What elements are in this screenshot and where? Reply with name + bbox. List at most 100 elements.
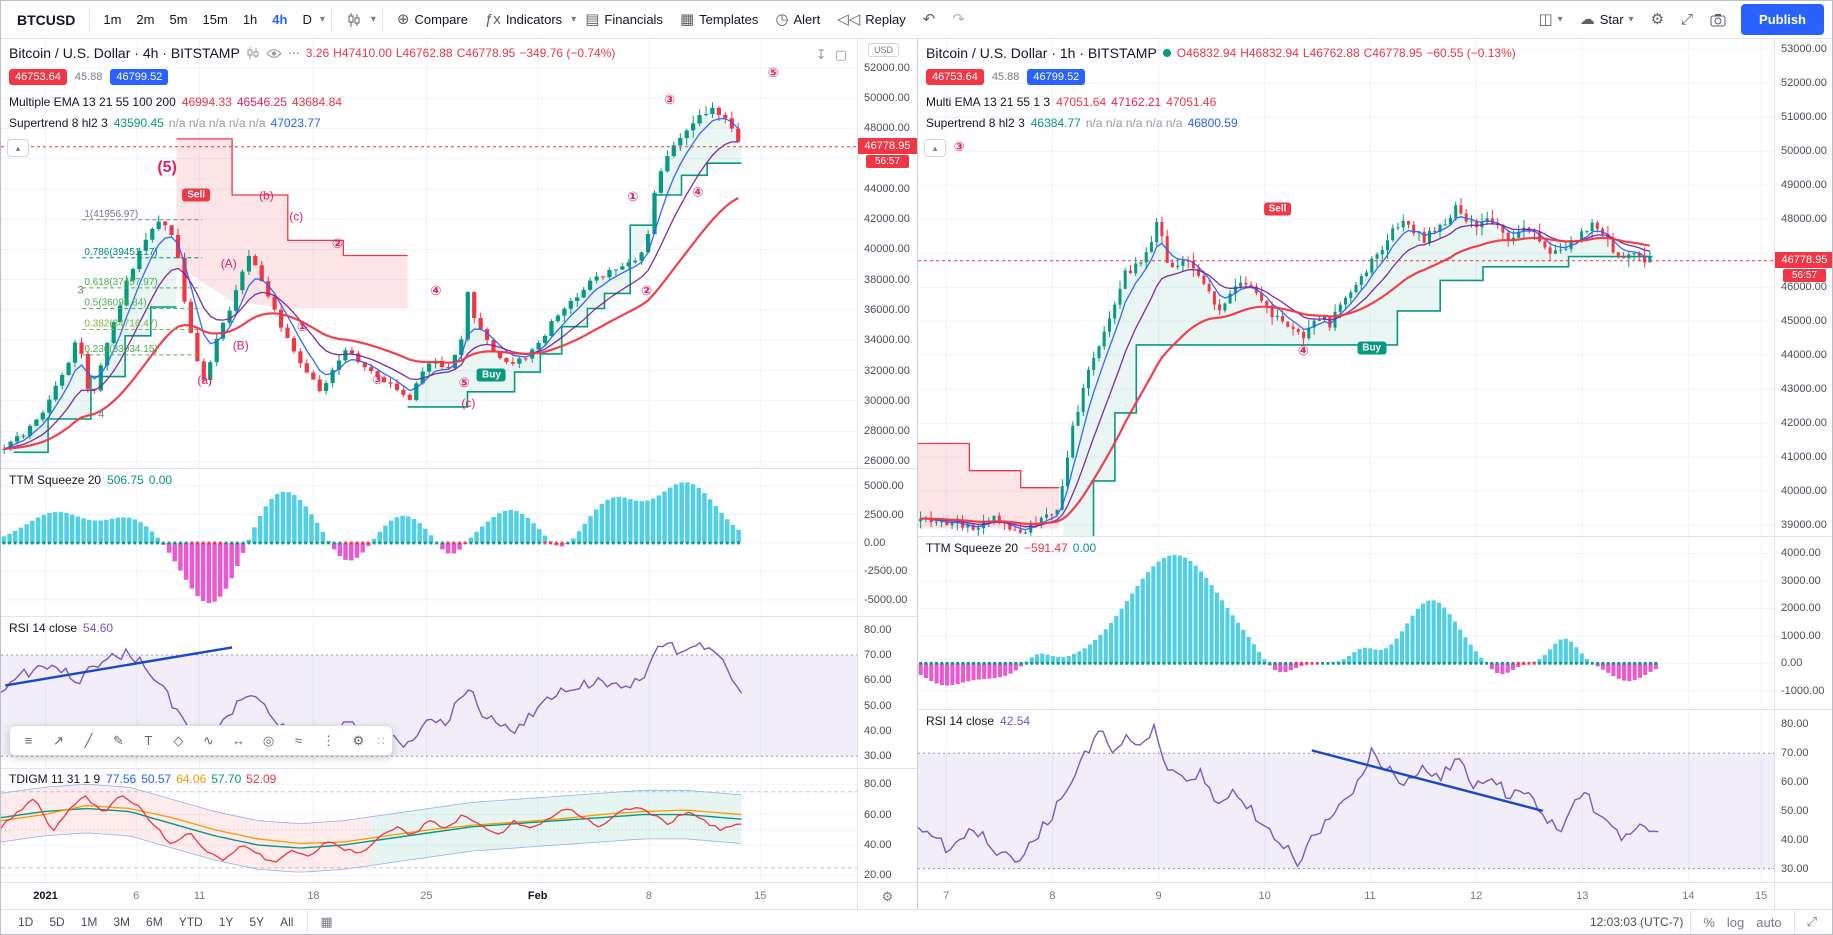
eye-icon[interactable]	[266, 48, 282, 59]
range-1y[interactable]: 1Y	[212, 912, 241, 932]
maximize-pane-icon[interactable]: ▢	[834, 47, 847, 62]
chart-title[interactable]: Bitcoin / U.S. Dollar · 1h · BITSTAMP	[926, 45, 1157, 61]
sell-price-badge[interactable]: 46753.64	[926, 69, 984, 85]
download-pane-icon[interactable]: ↧	[815, 47, 827, 62]
tool-settings-icon[interactable]: ⚙	[344, 728, 373, 753]
wave-tool-icon[interactable]: ≈	[284, 728, 313, 753]
range-5y[interactable]: 5Y	[242, 912, 271, 932]
sell-price-badge[interactable]: 46753.64	[9, 69, 67, 85]
wave-annotation[interactable]: (b)	[259, 189, 274, 203]
wave-annotation[interactable]: ③	[372, 372, 383, 387]
range-5d[interactable]: 5D	[42, 912, 71, 932]
squeeze-scale[interactable]: 5000.00 2500.00 0.00 -2500.00 -5000.00	[857, 469, 917, 616]
mini-candles-icon[interactable]	[246, 47, 260, 59]
squeeze-legend[interactable]: TTM Squeeze 20 −591.47 0.00	[926, 541, 1101, 555]
compare-button[interactable]: ⊕ Compare	[389, 6, 476, 33]
timeframe-1h[interactable]: 1h	[236, 6, 264, 33]
fib-level-label[interactable]: 0.618(37457.97)	[84, 277, 157, 288]
wave-annotation[interactable]: ④	[1298, 343, 1309, 358]
indicator-row-supertrend[interactable]: Supertrend 8 hl2 3 46384.77 n/a n/a n/a n…	[926, 116, 1243, 130]
wave-annotation[interactable]: ①	[297, 319, 308, 334]
clock[interactable]: 12:03:03 (UTC-7)	[1589, 915, 1684, 929]
wave-annotation[interactable]: ③	[954, 139, 965, 154]
timeframe-D[interactable]: D	[295, 6, 318, 33]
chart-type-button[interactable]	[338, 6, 370, 34]
price-scale-4h[interactable]: USD 52000.00 50000.00 48000.00 44000.00 4200…	[857, 39, 917, 468]
rsi-scale[interactable]: 80.00 70.00 60.00 50.00 40.00 30.00	[857, 617, 917, 768]
timeframe-2m[interactable]: 2m	[129, 6, 161, 33]
tdigm-pane-4h[interactable]: TDIGM 11 31 1 9 77.56 50.57 64.06 57.70 52.0…	[1, 769, 917, 883]
timeframe-5m[interactable]: 5m	[162, 6, 194, 33]
wave-annotation[interactable]: (5)	[157, 159, 177, 176]
publish-button[interactable]: Publish	[1741, 4, 1824, 35]
wave-annotation[interactable]: ④	[692, 185, 703, 200]
chevron-down-icon[interactable]: ▾	[370, 14, 376, 25]
ttm-squeeze-chart-1h[interactable]	[918, 537, 1774, 710]
price-scale-1h[interactable]: 53000.00 52000.00 51000.00 50000.00 49000.00…	[1774, 39, 1832, 536]
redo-button[interactable]: ↷	[944, 6, 973, 33]
chevron-down-icon[interactable]: ▾	[571, 14, 577, 25]
fib-level-label[interactable]: 1(41956.97)	[84, 209, 138, 220]
text-tool-icon[interactable]: T	[134, 728, 163, 753]
save-layout-button[interactable]: ☁ Star ▾	[1572, 6, 1642, 33]
fib-retracement-tool-icon[interactable]: ╱	[74, 728, 103, 753]
cursor-tool-icon[interactable]: ≡	[14, 728, 43, 753]
fib-level-label[interactable]: 0.5(36098.84)	[84, 298, 146, 309]
chart-settings-button[interactable]: ⚙	[1643, 6, 1672, 33]
financials-button[interactable]: ▤ Financials	[577, 6, 671, 33]
go-to-date-icon[interactable]: ▦	[320, 914, 333, 929]
tdigm-scale[interactable]: 80.00 60.00 40.00 20.00	[857, 769, 917, 882]
timeframe-15m[interactable]: 15m	[196, 6, 235, 33]
toolbar-drag-handle[interactable]: ∷	[377, 733, 385, 748]
templates-button[interactable]: ▦ Templates	[672, 6, 766, 33]
replay-button[interactable]: ◁◁ Replay	[829, 6, 914, 33]
wave-annotation[interactable]: ⑤	[768, 65, 779, 80]
range-ytd[interactable]: YTD	[172, 912, 210, 932]
ttm-squeeze-pane-1h[interactable]: TTM Squeeze 20 −591.47 0.00 4000.00 3000.0…	[918, 537, 1832, 710]
forecast-tool-icon[interactable]: ∿	[194, 728, 223, 753]
buy-price-badge[interactable]: 46799.52	[1027, 69, 1086, 85]
axis-settings-corner[interactable]: ⚙	[857, 883, 917, 911]
range-6m[interactable]: 6M	[139, 912, 170, 932]
squeeze-legend[interactable]: TTM Squeeze 20 506.75 0.00	[9, 473, 177, 487]
percent-scale-toggle[interactable]: %	[1703, 914, 1715, 930]
layout-button[interactable]: ◫ ▾	[1530, 6, 1570, 33]
pane-collapse-button[interactable]: ▴	[7, 139, 29, 157]
range-all[interactable]: All	[273, 912, 300, 932]
wave-annotation[interactable]: ④	[430, 283, 441, 298]
fib-level-label[interactable]: 0.382(34716.47)	[84, 318, 157, 329]
time-axis-4h[interactable]: ⚙ 2021 6 11 18 25 Feb 8 15	[1, 883, 917, 911]
chevron-down-icon[interactable]: ▾	[319, 14, 325, 25]
range-3m[interactable]: 3M	[106, 912, 137, 932]
wave-annotation[interactable]: ③	[664, 92, 675, 107]
wave-annotation[interactable]: ①	[627, 189, 638, 204]
circle-tool-icon[interactable]: ◎	[254, 728, 283, 753]
tdigm-chart-4h[interactable]	[1, 769, 857, 883]
fib-level-label[interactable]: 0.236(33034.15)	[84, 344, 157, 355]
wave-annotation[interactable]: (a)	[197, 373, 212, 387]
price-pane-1h[interactable]: ③ ④ Bitcoin / U.S. Dollar · 1h · BITSTAMP…	[918, 39, 1832, 537]
ttm-squeeze-chart-4h[interactable]	[1, 469, 857, 617]
pattern-tool-icon[interactable]: ◇	[164, 728, 193, 753]
buy-price-badge[interactable]: 46799.52	[110, 69, 169, 85]
log-scale-toggle[interactable]: log	[1726, 914, 1745, 930]
fullscreen-button[interactable]: ⤢	[1673, 6, 1701, 33]
wave-annotation[interactable]: 4	[98, 409, 104, 421]
range-1d[interactable]: 1D	[11, 912, 40, 932]
tdigm-legend[interactable]: TDIGM 11 31 1 9 77.56 50.57 64.06 57.70 52.0…	[9, 772, 281, 786]
symbol-button[interactable]: BTCUSD	[9, 6, 83, 34]
snapshot-button[interactable]	[1702, 7, 1734, 33]
fib-level-label[interactable]: 0.786(39451.17)	[84, 247, 157, 258]
alert-button[interactable]: ◷ Alert	[767, 6, 828, 33]
wave-annotation[interactable]: (c)	[461, 396, 475, 410]
ttm-squeeze-pane-4h[interactable]: TTM Squeeze 20 506.75 0.00 5000.00 2500.00…	[1, 469, 917, 617]
measure-tool-icon[interactable]: ↔	[224, 728, 253, 753]
rsi-pane-1h[interactable]: RSI 14 close 42.54 80.00 70.00 60.00 50.00 4…	[918, 710, 1832, 883]
range-1m[interactable]: 1M	[74, 912, 105, 932]
indicator-row-supertrend[interactable]: Supertrend 8 hl2 3 43590.45 n/a n/a n/a n…	[9, 116, 326, 130]
wave-annotation[interactable]: 3	[78, 284, 84, 296]
wave-annotation[interactable]: ⑤	[459, 375, 470, 390]
indicator-row-ema[interactable]: Multiple EMA 13 21 55 100 200 46994.33 46…	[9, 95, 347, 109]
wave-annotation[interactable]: ②	[332, 236, 343, 251]
scale-unit-toggle[interactable]: USD	[868, 43, 900, 57]
